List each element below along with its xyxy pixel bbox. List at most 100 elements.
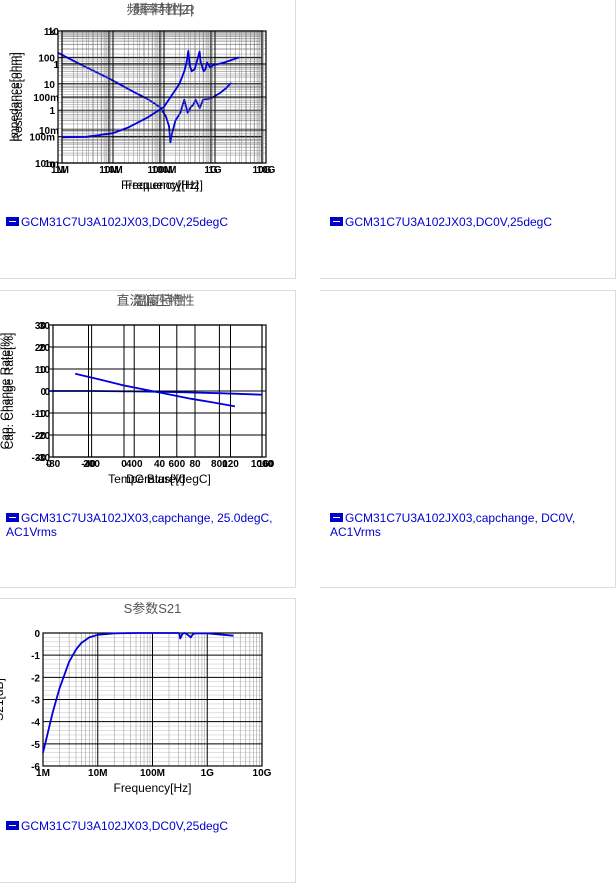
y-tick-label: 1k — [44, 27, 56, 38]
y-tick-label: -2 — [31, 673, 40, 684]
y-tick-label: 20 — [35, 343, 47, 354]
x-tick-label: -80 — [46, 459, 61, 470]
x-tick-label: 1G — [204, 165, 218, 176]
x-tick-label: 800 — [211, 459, 228, 470]
chart-card-s21: S参数S21 1M 10M 100M 1G 10G 0 -1 -2 -3 -4 -5 -6 Frequen… — [0, 598, 296, 883]
x-tick-label: 0 — [46, 459, 52, 470]
y-tick-label: 10 — [39, 365, 51, 376]
y-tick-label: -10 — [32, 409, 47, 420]
y-tick-label: -20 — [32, 431, 47, 442]
x-tick-label: 0 — [121, 459, 127, 470]
legend-swatch-icon — [330, 217, 343, 226]
x-tick-label: 100M — [151, 165, 176, 176]
x-axis-label: DC Bias[V] — [126, 472, 185, 486]
legend: GCM31C7U3A102JX03,DC0V,25degC — [330, 215, 600, 229]
chart-card-impedance: 頻率特性|Z| 1M 10M 100M 1G 10G 1k 100 10 1 100m 10m Freq… — [0, 0, 296, 279]
x-tick-label: 1000 — [251, 459, 274, 470]
y-tick-label: -20 — [36, 431, 51, 442]
y-tick-label: -30 — [36, 453, 51, 464]
chart-title: 頻率特性|Z| — [127, 2, 194, 17]
legend: GCM31C7U3A102JX03,DC0V,25degC — [6, 215, 276, 229]
legend: GCM31C7U3A102JX03,capchange, DC0V, AC1Vr… — [330, 511, 600, 539]
y-tick-label: 30 — [39, 321, 51, 332]
y-tick-label: 30 — [35, 321, 47, 332]
x-tick-label: 10G — [253, 165, 272, 176]
y-tick-label: 10 — [35, 365, 47, 376]
y-axis-label: Cap. Change Rate[%] — [0, 333, 12, 450]
plot-frame — [61, 30, 267, 164]
x-tick-label: 10G — [253, 768, 272, 779]
y-tick-label: -6 — [31, 762, 40, 773]
y-tick-label: 10m — [35, 159, 55, 170]
y-tick-label: -30 — [32, 453, 47, 464]
y-axis-label: Impedance[ohm] — [7, 52, 21, 141]
y-tick-label: -4 — [31, 718, 40, 729]
y-tick-label: 10 — [48, 27, 60, 38]
x-tick-label: 10M — [103, 165, 122, 176]
impedance-chart: 頻率特性|Z|1M 10M 100M 1G 10G1k100101100m10mFreq… — [7, 2, 272, 192]
y-tick-label: -3 — [31, 696, 40, 707]
y-tick-label: 1 — [53, 60, 59, 71]
x-tick-label: 120 — [222, 459, 239, 470]
legend-label: GCM31C7U3A102JX03,DC0V,25degC — [21, 819, 229, 833]
legend-swatch-icon — [6, 513, 19, 522]
series-line — [74, 372, 236, 408]
x-tick-label: 100M — [147, 165, 172, 176]
y-tick-label: 1 — [49, 106, 55, 117]
chart-card-resistance: 頻率特性R 1M 10M 100M 1G 10G 10 1 100m 10m 1m Frequency… — [11, 0, 616, 279]
y-axis-label: Cap. Change Rate[%] — [2, 333, 16, 450]
x-tick-label: 40 — [154, 459, 166, 470]
y-tick-label: 100 — [38, 53, 55, 64]
legend-label: GCM31C7U3A102JX03,DC0V,25degC — [21, 215, 229, 229]
y-axis-label: Resistance[ohm] — [11, 52, 25, 141]
legend-label: GCM31C7U3A102JX03,capchange, 25.0degC, A… — [6, 511, 273, 539]
s21-chart: S参数S21 1M 10M 100M 1G 10G 0 -1 -2 -3 -4 -5 -6 Frequen… — [0, 601, 272, 795]
chart-title: S参数S21 — [124, 601, 182, 616]
x-axis-label: Temperature[degC] — [108, 472, 211, 486]
y-tick-label: 1m — [45, 159, 60, 170]
y-tick-label: -1 — [31, 651, 40, 662]
x-tick-label: 200 — [83, 459, 100, 470]
x-tick-label: 1M — [36, 768, 50, 779]
legend-swatch-icon — [330, 513, 343, 522]
x-axis-label: Frequency[Hz] — [121, 178, 199, 192]
x-tick-label: 600 — [168, 459, 185, 470]
x-tick-label: 80 — [189, 459, 201, 470]
y-tick-label: 10m — [39, 126, 59, 137]
chart-title: 温度特性 — [133, 293, 185, 308]
x-tick-label: 1M — [51, 165, 65, 176]
y-axis-label: S21[dB] — [0, 678, 6, 721]
legend: GCM31C7U3A102JX03,DC0V,25degC — [6, 819, 276, 833]
y-tick-label: -10 — [36, 409, 51, 420]
chart-title: 直流偏圧特性 — [116, 293, 194, 308]
y-tick-label: 0 — [44, 387, 50, 398]
temperature-chart: 温度特性 -80 -40 0 40 80 120 160 30 20 10 0 -10 -20 -30 Tem… — [2, 293, 275, 486]
legend: GCM31C7U3A102JX03,capchange, 25.0degC, A… — [6, 511, 276, 539]
y-tick-label: 10 — [44, 80, 56, 91]
y-tick-label: 0 — [40, 387, 46, 398]
legend-label: GCM31C7U3A102JX03,DC0V,25degC — [345, 215, 553, 229]
y-tick-label: 20 — [39, 343, 51, 354]
x-tick-label: 100M — [140, 768, 165, 779]
x-tick-label: 1G — [201, 768, 215, 779]
x-tick-label: 160 — [258, 459, 275, 470]
x-tick-label: 10M — [88, 768, 107, 779]
x-tick-label: 10M — [99, 165, 118, 176]
chart-title: 頻率特性R — [133, 2, 194, 17]
x-tick-label: 1G — [208, 165, 222, 176]
x-tick-label: 400 — [126, 459, 143, 470]
x-axis-label: Frequency[Hz] — [125, 178, 203, 192]
x-tick-label: 10G — [257, 165, 276, 176]
legend-label: GCM31C7U3A102JX03,capchange, DC0V, AC1Vr… — [330, 511, 576, 539]
plot-frame — [52, 324, 267, 458]
series-line — [42, 632, 234, 753]
legend-swatch-icon — [6, 217, 19, 226]
x-axis-label: Frequency[Hz] — [113, 781, 191, 795]
y-tick-label: 0 — [34, 629, 40, 640]
x-tick-label: 1M — [55, 165, 69, 176]
y-tick-label: -5 — [31, 740, 40, 751]
y-tick-label: 100m — [29, 133, 55, 144]
series-line — [61, 50, 240, 139]
chart-card-temperature: 温度特性 -80 -40 0 40 80 120 160 30 20 10 0 -10 -20 -30 Tem… — [2, 290, 616, 588]
